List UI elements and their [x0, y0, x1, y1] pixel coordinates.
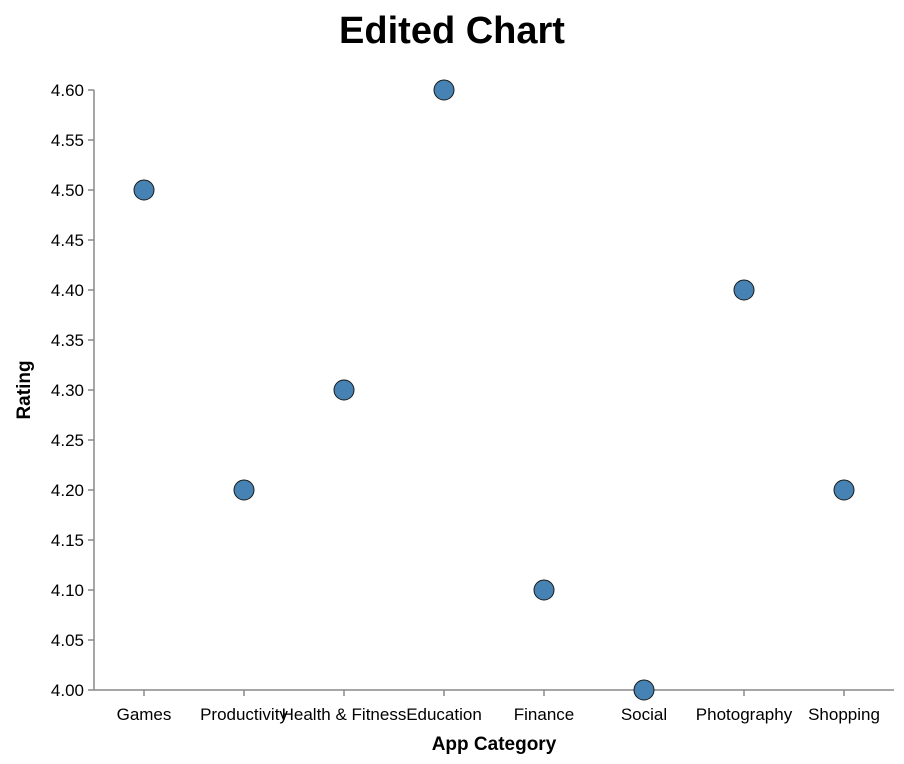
y-axis: 4.00 4.05 4.10 4.15 4.20 4.25 4.30 4.35 4.40 4.45…	[51, 81, 95, 700]
x-tick-label: Productivity	[200, 705, 288, 724]
y-tick-label: 4.10	[51, 581, 84, 600]
x-tick-label: Games	[117, 705, 172, 724]
y-tick-label: 4.30	[51, 381, 84, 400]
y-tick-label: 4.60	[51, 81, 84, 100]
x-tick-label: Social	[621, 705, 667, 724]
y-tick-label: 4.00	[51, 681, 84, 700]
x-tick-label: Health & Fitness	[282, 705, 407, 724]
y-tick-label: 4.35	[51, 331, 84, 350]
y-tick-label: 4.40	[51, 281, 84, 300]
data-point	[133, 179, 155, 201]
x-tick-label: Education	[406, 705, 482, 724]
data-point	[633, 679, 655, 701]
data-points	[133, 79, 855, 701]
data-point	[833, 479, 855, 501]
data-point	[433, 79, 455, 101]
y-axis-title: Rating	[14, 360, 35, 419]
x-axis-title: App Category	[432, 734, 557, 755]
y-tick-label: 4.50	[51, 181, 84, 200]
y-tick-label: 4.55	[51, 131, 84, 150]
data-point	[533, 579, 555, 601]
chart-title: Edited Chart	[339, 10, 565, 52]
y-tick-label: 4.20	[51, 481, 84, 500]
y-tick-label: 4.15	[51, 531, 84, 550]
x-tick-label: Finance	[514, 705, 574, 724]
y-tick-label: 4.05	[51, 631, 84, 650]
x-tick-label: Shopping	[808, 705, 880, 724]
data-point	[733, 279, 755, 301]
y-tick-label: 4.25	[51, 431, 84, 450]
y-tick-label: 4.45	[51, 231, 84, 250]
data-point	[233, 479, 255, 501]
data-point	[333, 379, 355, 401]
x-tick-label: Photography	[696, 705, 793, 724]
